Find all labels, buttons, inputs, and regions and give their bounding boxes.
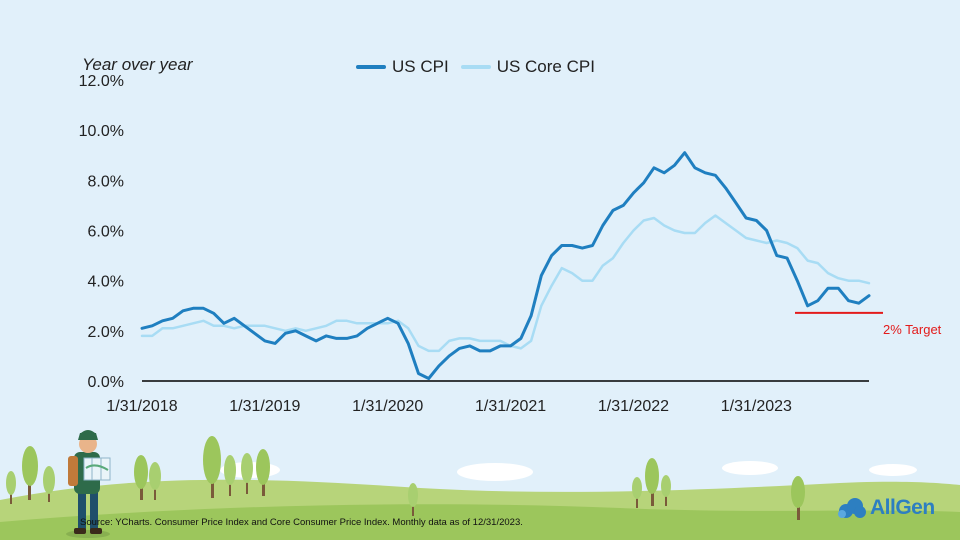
legend-item-us-core-cpi: US Core CPI — [460, 57, 595, 77]
scenery — [0, 430, 960, 540]
legend-item-us-cpi: US CPI — [356, 57, 449, 77]
y-axis-title: Year over year — [82, 55, 193, 74]
cloud — [457, 463, 533, 481]
tree — [224, 455, 236, 496]
hiker-illustration — [66, 430, 111, 538]
y-tick-label: 12.0% — [79, 73, 124, 90]
logo-text: AllGen — [870, 496, 935, 519]
tree — [632, 477, 642, 508]
x-tick-label: 1/31/2021 — [475, 398, 546, 415]
x-tick-label: 1/31/2022 — [598, 398, 669, 415]
tree — [203, 436, 221, 498]
x-tick-label: 1/31/2020 — [352, 398, 423, 415]
tree — [241, 453, 253, 494]
y-tick-label: 10.0% — [79, 123, 124, 140]
tree — [134, 455, 148, 500]
source-note: Source: YCharts. Consumer Price Index an… — [80, 517, 523, 528]
y-tick-label: 2.0% — [88, 324, 124, 341]
cloud — [722, 461, 778, 475]
hill-front — [0, 504, 960, 540]
legend-label-us-core-cpi: US Core CPI — [496, 57, 595, 76]
x-tick-label: 1/31/2018 — [106, 398, 177, 415]
tree — [22, 446, 38, 500]
tree — [43, 466, 55, 502]
legend-label-us-cpi: US CPI — [392, 57, 449, 76]
tree — [408, 483, 418, 516]
y-tick-label: 4.0% — [88, 274, 124, 291]
logo-cloud-icon — [838, 498, 866, 518]
series-line-us-core-cpi — [140, 214, 871, 353]
tree — [661, 475, 671, 506]
series-lines — [140, 151, 871, 380]
x-tick-label: 1/31/2023 — [721, 398, 792, 415]
cloud — [869, 464, 917, 476]
y-tick-label: 8.0% — [88, 173, 124, 190]
legend-swatch-us-cpi — [356, 65, 386, 69]
y-tick-label: 6.0% — [88, 224, 124, 241]
tree — [149, 462, 161, 500]
legend-swatch-us-core-cpi — [460, 65, 491, 69]
series-line-us-cpi — [140, 151, 871, 380]
tree — [256, 449, 270, 496]
tree — [645, 458, 659, 506]
y-tick-label: 0.0% — [88, 374, 124, 391]
x-axis: 1/31/2018 1/31/2019 1/31/2020 1/31/2021 1/31… — [106, 398, 792, 415]
target-annotation: 2% Target — [883, 322, 942, 337]
allgen-logo: AllGen — [836, 496, 935, 520]
x-tick-label: 1/31/2019 — [229, 398, 300, 415]
tree — [6, 471, 16, 504]
y-axis: 0.0% 2.0% 4.0% 6.0% 8.0% 10.0% 12.0% — [79, 73, 124, 391]
tree — [791, 476, 805, 520]
legend: US CPI US Core CPI — [356, 57, 607, 77]
